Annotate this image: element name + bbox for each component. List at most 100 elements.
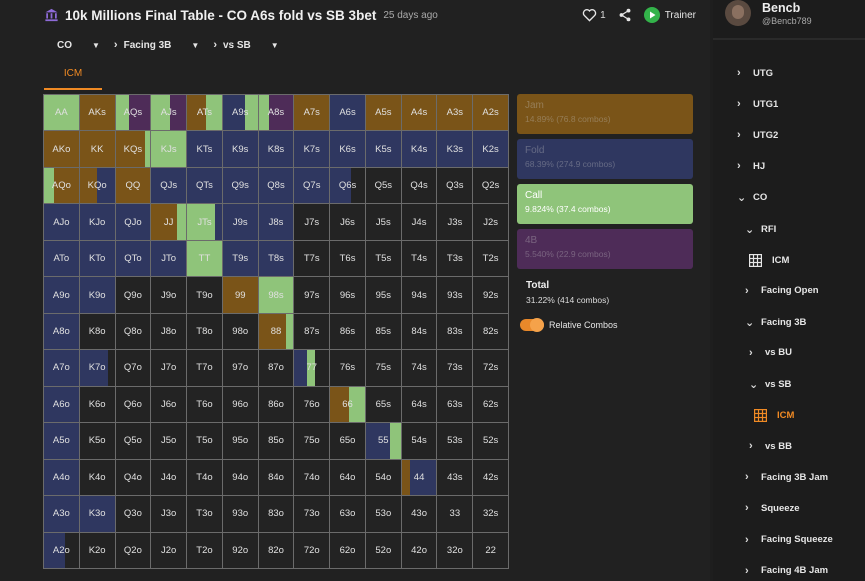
- hand-cell[interactable]: Q5s: [365, 167, 402, 205]
- hand-cell[interactable]: 95o: [222, 423, 259, 460]
- hand-cell[interactable]: QTs: [187, 167, 223, 205]
- hand-cell[interactable]: 75s: [365, 350, 402, 387]
- hand-cell[interactable]: A9s: [222, 95, 259, 132]
- hand-cell[interactable]: 65s: [365, 386, 402, 424]
- action-fold[interactable]: Fold 68.39% (274.9 combos): [517, 139, 693, 179]
- hand-cell[interactable]: 93o: [222, 496, 259, 533]
- hand-cell[interactable]: J3s: [437, 204, 474, 241]
- hand-cell[interactable]: 98o: [222, 313, 259, 351]
- hand-cell[interactable]: T4o: [187, 459, 223, 497]
- hand-cell[interactable]: KJs: [151, 131, 188, 168]
- hand-cell[interactable]: J8o: [151, 313, 188, 351]
- hand-cell[interactable]: 54o: [365, 459, 402, 497]
- hand-cell[interactable]: 97s: [294, 277, 331, 314]
- hand-cell[interactable]: 44: [401, 459, 438, 497]
- hand-cell[interactable]: K5s: [365, 131, 402, 168]
- hand-cell[interactable]: QTo: [115, 240, 152, 278]
- hand-cell[interactable]: 54s: [401, 423, 438, 460]
- hand-cell[interactable]: K6s: [330, 131, 366, 168]
- hand-cell[interactable]: A5s: [365, 95, 402, 132]
- hand-cell[interactable]: 52o: [365, 532, 402, 569]
- trainer-button[interactable]: Trainer: [643, 7, 696, 23]
- hand-cell[interactable]: 62o: [330, 532, 366, 569]
- hand-cell[interactable]: K3s: [437, 131, 474, 168]
- hand-cell[interactable]: T2o: [187, 532, 223, 569]
- hand-cell[interactable]: Q9s: [222, 167, 259, 205]
- tree-item-facing-3b[interactable]: ⌄ Facing 3B: [745, 316, 806, 329]
- hand-cell[interactable]: 85s: [365, 313, 402, 351]
- crumb-position[interactable]: CO ▼: [57, 40, 114, 51]
- hand-cell[interactable]: A8o: [44, 313, 80, 351]
- hand-cell[interactable]: 72o: [294, 532, 331, 569]
- tree-item-co[interactable]: ⌄ CO: [737, 191, 767, 204]
- hand-cell[interactable]: Q6s: [330, 167, 366, 205]
- tree-item-facing-squeeze[interactable]: › Facing Squeeze: [745, 534, 833, 546]
- hand-cell[interactable]: J7s: [294, 204, 331, 241]
- hand-cell[interactable]: AKo: [44, 131, 80, 168]
- hand-cell[interactable]: 55: [365, 423, 402, 460]
- hand-cell[interactable]: ATo: [44, 240, 80, 278]
- hand-cell[interactable]: 75o: [294, 423, 331, 460]
- hand-cell[interactable]: Q4o: [115, 459, 152, 497]
- hand-cell[interactable]: J2s: [473, 204, 509, 241]
- hand-cell[interactable]: 93s: [437, 277, 474, 314]
- hand-cell[interactable]: 76s: [330, 350, 366, 387]
- hand-cell[interactable]: K6o: [79, 386, 116, 424]
- hand-cell[interactable]: K9s: [222, 131, 259, 168]
- hand-cell[interactable]: KTo: [79, 240, 116, 278]
- hand-cell[interactable]: Q6o: [115, 386, 152, 424]
- hand-cell[interactable]: K2s: [473, 131, 509, 168]
- hand-cell[interactable]: 32s: [473, 496, 509, 533]
- hand-cell[interactable]: Q2s: [473, 167, 509, 205]
- hand-cell[interactable]: 84o: [258, 459, 295, 497]
- hand-cell[interactable]: T6s: [330, 240, 366, 278]
- hand-cell[interactable]: 95s: [365, 277, 402, 314]
- hand-cell[interactable]: KQs: [115, 131, 152, 168]
- hand-cell[interactable]: QJs: [151, 167, 188, 205]
- hand-cell[interactable]: 92s: [473, 277, 509, 314]
- heart-icon[interactable]: [582, 8, 597, 22]
- hand-cell[interactable]: T3o: [187, 496, 223, 533]
- hand-cell[interactable]: J2o: [151, 532, 188, 569]
- hand-cell[interactable]: 87s: [294, 313, 331, 351]
- hand-cell[interactable]: J4s: [401, 204, 438, 241]
- hand-cell[interactable]: A2s: [473, 95, 509, 132]
- tree-item-vs-bu[interactable]: › vs BU: [749, 347, 792, 359]
- hand-cell[interactable]: Q7s: [294, 167, 331, 205]
- hand-cell[interactable]: JTs: [187, 204, 223, 241]
- hand-cell[interactable]: Q9o: [115, 277, 152, 314]
- hand-cell[interactable]: J6o: [151, 386, 188, 424]
- tree-item-vs-bb[interactable]: › vs BB: [749, 440, 792, 452]
- action-jam[interactable]: Jam 14.89% (76.8 combos): [517, 94, 693, 134]
- hand-cell[interactable]: Q3o: [115, 496, 152, 533]
- hand-cell[interactable]: 94o: [222, 459, 259, 497]
- hand-cell[interactable]: 94s: [401, 277, 438, 314]
- hand-cell[interactable]: J3o: [151, 496, 188, 533]
- hand-cell[interactable]: A4s: [401, 95, 438, 132]
- hand-cell[interactable]: K7s: [294, 131, 331, 168]
- hand-cell[interactable]: Q7o: [115, 350, 152, 387]
- hand-cell[interactable]: KK: [79, 131, 116, 168]
- hand-cell[interactable]: A3s: [437, 95, 474, 132]
- crumb-situation[interactable]: › Facing 3B ▼: [114, 39, 213, 51]
- hand-cell[interactable]: 64s: [401, 386, 438, 424]
- hand-cell[interactable]: AQo: [44, 167, 80, 205]
- action-call[interactable]: Call 9.824% (37.4 combos): [517, 184, 693, 224]
- hand-cell[interactable]: 96s: [330, 277, 366, 314]
- relative-combos-toggle[interactable]: [520, 318, 544, 332]
- hand-cell[interactable]: 43o: [401, 496, 438, 533]
- hand-cell[interactable]: 65o: [330, 423, 366, 460]
- crumb-opponent[interactable]: › vs SB ▼: [213, 39, 292, 51]
- hand-cell[interactable]: 86s: [330, 313, 366, 351]
- hand-cell[interactable]: 66: [330, 386, 366, 424]
- hand-cell[interactable]: KQo: [79, 167, 116, 205]
- hand-cell[interactable]: 53s: [437, 423, 474, 460]
- hand-cell[interactable]: Q2o: [115, 532, 152, 569]
- hand-cell[interactable]: J5o: [151, 423, 188, 460]
- hand-cell[interactable]: T5s: [365, 240, 402, 278]
- hand-cell[interactable]: 74o: [294, 459, 331, 497]
- tree-item-rfi[interactable]: ⌄ RFI: [745, 223, 776, 236]
- hand-cell[interactable]: 52s: [473, 423, 509, 460]
- hand-cell[interactable]: K2o: [79, 532, 116, 569]
- hand-cell[interactable]: TT: [187, 240, 223, 278]
